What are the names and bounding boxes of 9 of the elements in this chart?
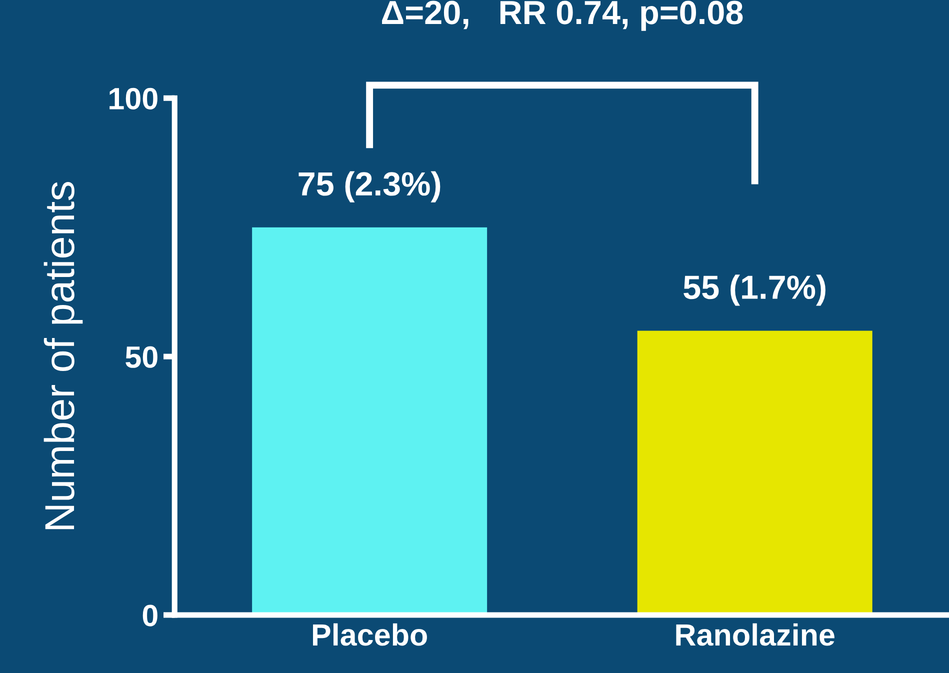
- y-tick-label: 100: [110, 88, 158, 110]
- y-tick-label: 50: [126, 346, 158, 368]
- y-tick-label: 0: [142, 604, 158, 626]
- text: Δ=20, RR 0.74, p=0.08: [382, 0, 743, 31]
- data-label: 75 (2.3%): [298, 171, 440, 202]
- x-tick-label: Placebo: [313, 623, 427, 646]
- x-tick-label: Ranolazine: [676, 623, 834, 646]
- data-label: 55 (1.7%): [684, 274, 826, 306]
- y-axis-title: Number of patients: [44, 182, 83, 530]
